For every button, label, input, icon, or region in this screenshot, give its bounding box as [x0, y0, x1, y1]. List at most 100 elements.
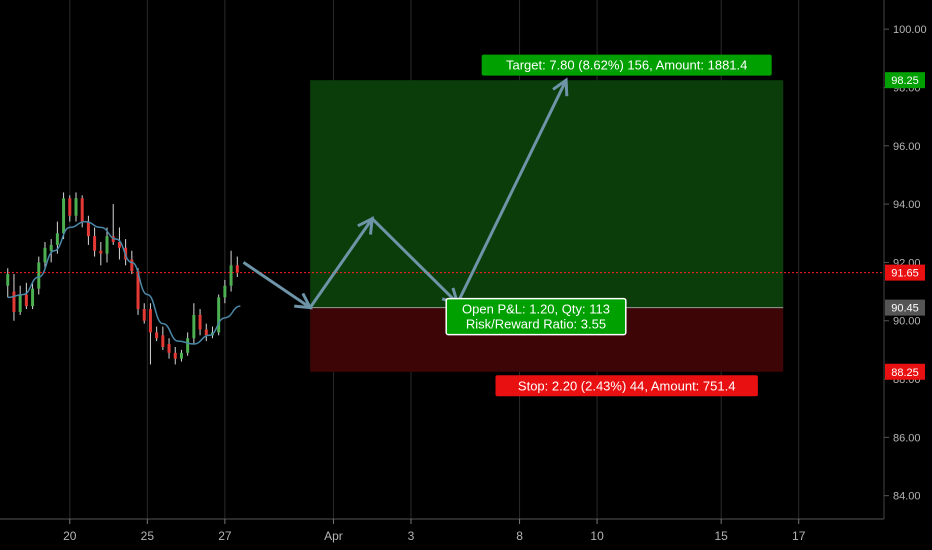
y-tick-label: 86.00: [893, 432, 921, 444]
candle-body-down: [68, 198, 72, 216]
candle: [192, 303, 196, 345]
entry-price-badge: 90.45: [891, 303, 919, 315]
candle: [235, 256, 239, 277]
pnl-label-text: Open P&L: 1.20, Qty: 113: [462, 302, 610, 317]
candle: [204, 323, 208, 342]
x-tick-label: Apr: [324, 529, 343, 543]
candle-body-down: [117, 242, 121, 248]
candle-body-down: [198, 314, 202, 330]
candle: [99, 242, 103, 266]
candle: [117, 227, 121, 260]
candle-body-up: [37, 262, 41, 289]
x-tick-label: 15: [714, 529, 728, 543]
y-tick-label: 84.00: [893, 491, 921, 503]
y-tick-label: 94.00: [893, 199, 921, 211]
candle-body-down: [80, 198, 84, 222]
candle-body-up: [55, 233, 59, 245]
candle: [217, 294, 221, 336]
target-zone: [310, 80, 784, 308]
candle: [62, 192, 66, 240]
pnl-label-text: Risk/Reward Ratio: 3.55: [466, 317, 606, 332]
candle-body-down: [99, 250, 103, 254]
candle-body-down: [173, 352, 177, 359]
candle-body-up: [223, 285, 227, 298]
x-axis[interactable]: 20 25 27 Apr 3 8 10 15 17: [0, 518, 932, 550]
projection-arrowhead: [294, 292, 313, 310]
target-price-badge: 98.25: [891, 75, 919, 87]
candle-body-down: [204, 329, 208, 336]
projection-arrowhead: [357, 216, 375, 235]
candle: [43, 242, 47, 269]
candle-body-down: [24, 294, 28, 307]
moving-average-line: [7, 220, 241, 345]
y-tick-label: 100.00: [893, 24, 927, 36]
current-price-badge-bg: [885, 264, 925, 281]
pnl-label-box: [445, 297, 627, 336]
candle-body-down: [161, 335, 165, 347]
stop-price-badge-bg: [885, 363, 925, 380]
candle: [105, 227, 109, 263]
candle: [229, 250, 233, 292]
candle: [173, 346, 177, 365]
candle: [86, 215, 90, 245]
projection-arrowhead: [552, 77, 569, 97]
position-labels[interactable]: Target: 7.80 (8.62%) 156, Amount: 1881.4…: [445, 54, 772, 397]
candle: [37, 256, 41, 295]
axis-price-badges: 98.25 91.65 90.45 88.25: [885, 72, 925, 380]
candle-body-down: [12, 291, 16, 312]
target-label-text: Target: 7.80 (8.62%) 156, Amount: 1881.4: [506, 58, 747, 73]
candle-body-up: [186, 338, 190, 353]
x-tick-label: 17: [792, 529, 806, 543]
candle: [24, 282, 28, 310]
candle-body-down: [93, 236, 97, 251]
stop-label-box: [495, 375, 758, 397]
current-price-badge: 91.65: [891, 268, 919, 280]
candle-body-down: [142, 309, 146, 321]
candle: [186, 332, 190, 356]
x-tick-label: 10: [590, 529, 604, 543]
target-label-box: [481, 54, 772, 76]
candle-body-down: [235, 265, 239, 273]
candle: [142, 303, 146, 324]
candle: [74, 192, 78, 222]
candle: [155, 326, 159, 342]
candle: [18, 285, 22, 315]
candle-body-up: [192, 314, 196, 339]
stop-price-badge: 88.25: [891, 367, 919, 379]
candle: [198, 309, 202, 336]
candle: [49, 239, 53, 263]
entry-price-badge-bg: [885, 299, 925, 316]
candle-body-up: [179, 352, 183, 359]
x-tick-label: 25: [141, 529, 155, 543]
candle-body-up: [62, 198, 66, 234]
candle: [6, 268, 10, 298]
candle-body-up: [74, 198, 78, 216]
candle: [161, 326, 165, 350]
candle: [31, 282, 35, 310]
y-tick-label: 96.00: [893, 141, 921, 153]
candle-body-up: [105, 236, 109, 254]
stop-label[interactable]: Stop: 2.20 (2.43%) 44, Amount: 751.4: [495, 375, 758, 397]
candle-body-up: [31, 288, 35, 307]
x-tick-label: 3: [408, 529, 415, 543]
candle-body-up: [18, 294, 22, 312]
y-tick-label: 90.00: [893, 316, 921, 328]
candle-body-down: [167, 344, 171, 353]
candle-body-down: [111, 236, 115, 243]
candle: [223, 279, 227, 304]
candle-body-down: [155, 332, 159, 339]
target-label[interactable]: Target: 7.80 (8.62%) 156, Amount: 1881.4: [481, 54, 772, 76]
candle-body-down: [130, 259, 134, 272]
candle: [93, 227, 97, 257]
x-tick-label: 20: [63, 529, 77, 543]
candle-body-down: [148, 309, 152, 333]
stop-label-text: Stop: 2.20 (2.43%) 44, Amount: 751.4: [518, 378, 736, 393]
candle: [179, 349, 183, 362]
candle-body-down: [136, 271, 140, 310]
candle-body-down: [86, 221, 90, 237]
candle: [136, 268, 140, 315]
candle: [167, 338, 171, 359]
target-price-badge-bg: [885, 72, 925, 89]
